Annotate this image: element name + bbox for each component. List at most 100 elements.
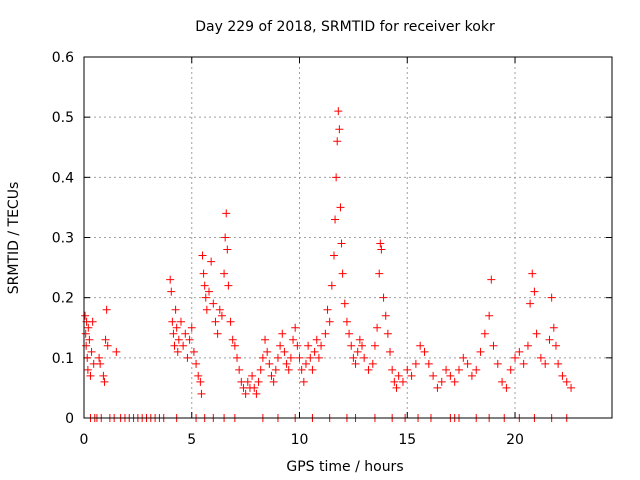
y-tick-label: 0.6 — [52, 50, 74, 66]
data-point — [200, 281, 209, 290]
data-point — [265, 359, 274, 368]
data-point — [376, 239, 385, 248]
data-point — [86, 371, 95, 380]
data-point — [179, 341, 188, 350]
data-point — [81, 329, 90, 338]
data-point — [334, 107, 343, 116]
x-tick-label: 20 — [506, 432, 524, 448]
x-tick-label: 15 — [398, 432, 416, 448]
data-point — [476, 347, 485, 356]
data-point — [228, 335, 237, 344]
data-point — [558, 371, 567, 380]
data-point — [271, 365, 280, 374]
y-tick-label: 0 — [65, 411, 74, 427]
data-point — [241, 389, 250, 398]
data-point — [442, 365, 451, 374]
data-point — [562, 377, 571, 386]
data-point — [338, 269, 347, 278]
data-point — [310, 347, 319, 356]
data-point — [181, 329, 190, 338]
data-point — [226, 317, 235, 326]
data-point — [220, 269, 229, 278]
y-tick-label: 0.5 — [52, 110, 74, 126]
data-point — [170, 341, 179, 350]
data-point — [511, 353, 520, 362]
data-point — [323, 305, 332, 314]
data-point — [433, 383, 442, 392]
data-point — [87, 347, 96, 356]
y-tick-label: 0.3 — [52, 231, 74, 247]
data-point — [82, 341, 91, 350]
data-point — [549, 323, 558, 332]
data-point — [386, 347, 395, 356]
data-point — [81, 311, 90, 320]
x-axis-label: GPS time / hours — [286, 459, 403, 475]
data-point — [329, 251, 338, 260]
data-point — [446, 371, 455, 380]
data-point — [459, 353, 468, 362]
data-point — [168, 317, 177, 326]
data-point — [519, 359, 528, 368]
data-point — [230, 341, 239, 350]
data-point — [306, 353, 315, 362]
data-point — [333, 137, 342, 146]
data-point — [381, 311, 390, 320]
data-point — [567, 383, 576, 392]
data-point — [258, 353, 267, 362]
x-tick-label: 0 — [80, 432, 89, 448]
data-point — [100, 377, 109, 386]
data-point — [187, 323, 196, 332]
data-point — [189, 347, 198, 356]
data-point — [267, 371, 276, 380]
data-point — [96, 359, 105, 368]
data-point — [480, 329, 489, 338]
data-point — [345, 329, 354, 338]
data-point — [403, 365, 412, 374]
data-point — [197, 389, 206, 398]
data-point — [530, 287, 539, 296]
data-point — [420, 347, 429, 356]
data-point — [493, 359, 502, 368]
data-point — [88, 317, 97, 326]
data-point — [370, 341, 379, 350]
data-point — [353, 347, 362, 356]
y-tick-label: 0.2 — [52, 291, 74, 307]
data-point — [174, 335, 183, 344]
data-point — [429, 371, 438, 380]
data-point — [269, 377, 278, 386]
data-point — [554, 359, 563, 368]
data-point — [383, 329, 392, 338]
data-point — [437, 377, 446, 386]
data-point — [528, 269, 537, 278]
data-point — [235, 365, 244, 374]
data-point — [373, 323, 382, 332]
data-point — [364, 365, 373, 374]
data-point — [176, 317, 185, 326]
data-point — [85, 335, 94, 344]
data-point — [308, 365, 317, 374]
y-tick-label: 0.4 — [52, 170, 74, 186]
data-point — [331, 215, 340, 224]
data-point — [489, 341, 498, 350]
data-point — [103, 341, 112, 350]
data-point — [467, 371, 476, 380]
data-point — [211, 317, 220, 326]
data-point — [424, 359, 433, 368]
data-point — [280, 347, 289, 356]
data-point — [342, 317, 351, 326]
data-point — [416, 341, 425, 350]
data-point — [221, 233, 230, 242]
data-point — [185, 335, 194, 344]
data-point — [101, 335, 110, 344]
data-point — [487, 275, 496, 284]
data-point — [398, 377, 407, 386]
data-point — [83, 365, 92, 374]
data-point — [173, 347, 182, 356]
data-point — [547, 293, 556, 302]
data-point — [545, 335, 554, 344]
data-point — [304, 341, 313, 350]
plot-frame — [83, 56, 613, 419]
y-axis-label: SRMTID / TECUs — [6, 182, 22, 295]
